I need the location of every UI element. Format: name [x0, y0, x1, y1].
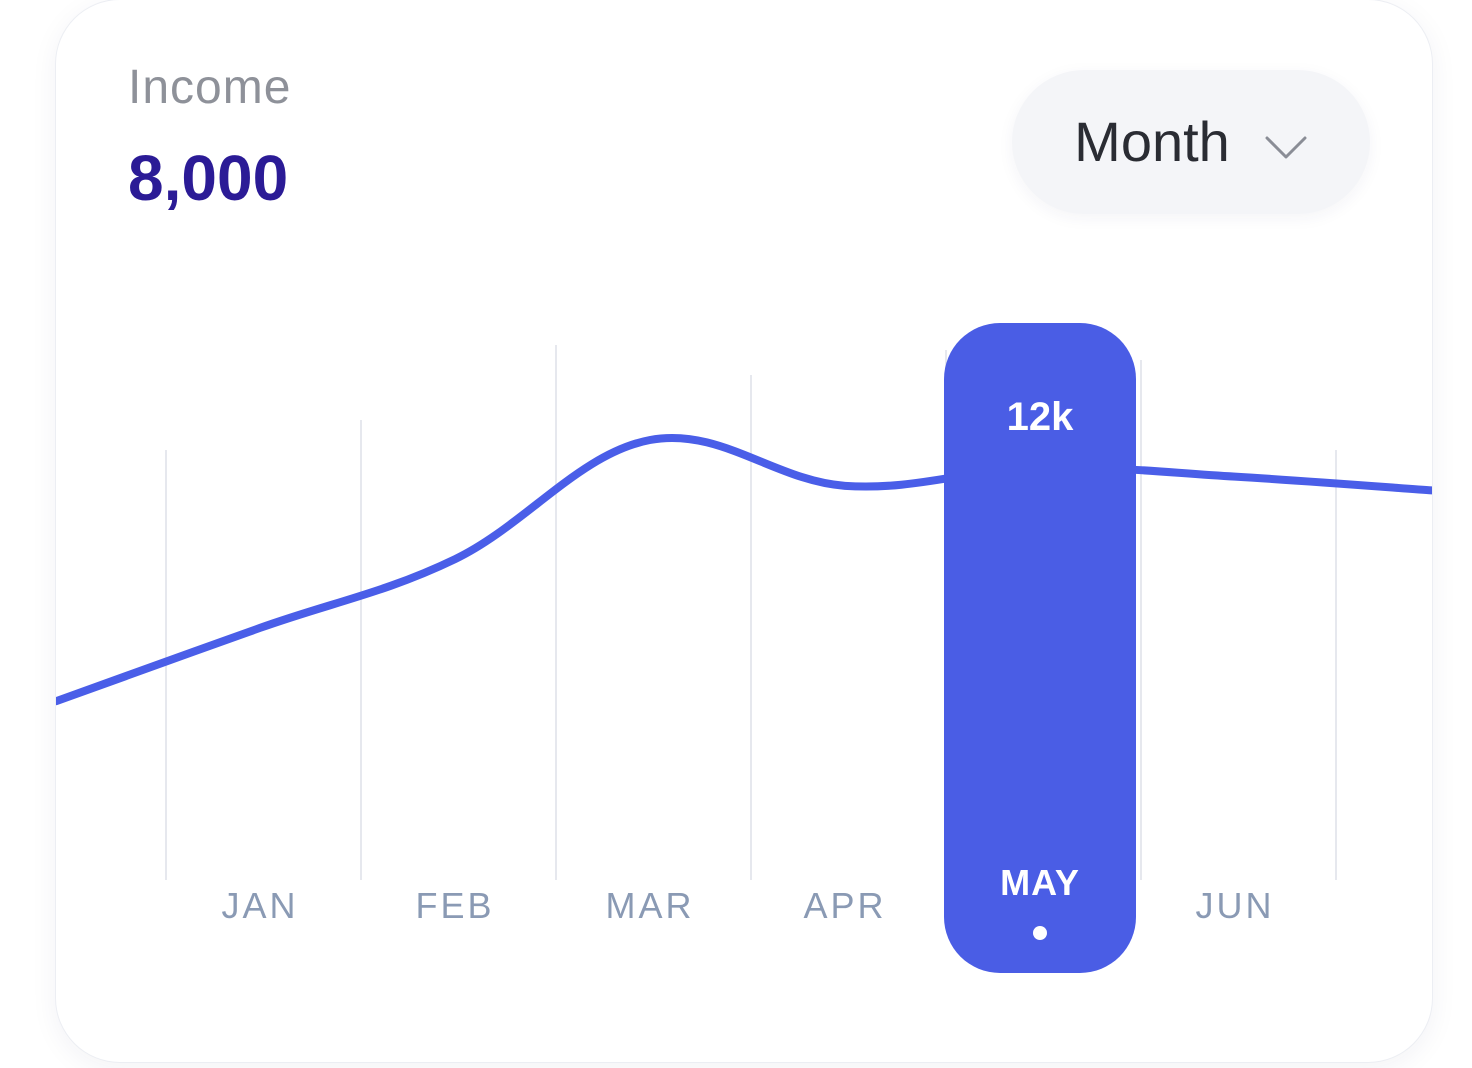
- income-value: 8,000: [128, 142, 289, 214]
- tick-label-jun[interactable]: JUN: [1196, 885, 1275, 926]
- income-label: Income: [128, 61, 292, 114]
- highlight-column-may[interactable]: [944, 323, 1136, 973]
- tick-label-jan[interactable]: JAN: [221, 885, 298, 926]
- series-layer: [56, 434, 1432, 706]
- period-selected-value: Month: [1074, 110, 1230, 173]
- period-dropdown[interactable]: Month: [1012, 70, 1370, 214]
- income-line-chart: 12k JAN FEB MAR APR MAY JUN: [56, 323, 1432, 973]
- chevron-down-icon: [1265, 136, 1307, 159]
- tick-label-mar[interactable]: MAR: [606, 885, 695, 926]
- tick-label-apr[interactable]: APR: [803, 885, 886, 926]
- income-card: Income 8,000 Month 12k JAN FEB MAR APR MAY JU…: [56, 0, 1432, 1062]
- selected-indicator-dot: [1033, 926, 1047, 940]
- tick-labels: JAN FEB MAR APR MAY JUN: [221, 862, 1275, 926]
- highlight-layer: 12k: [944, 323, 1136, 973]
- income-series-line: [56, 434, 1432, 706]
- highlight-value-label: 12k: [1007, 395, 1074, 439]
- gridlines: [165, 345, 1337, 880]
- tick-label-may[interactable]: MAY: [1000, 862, 1080, 903]
- tick-label-feb[interactable]: FEB: [415, 885, 494, 926]
